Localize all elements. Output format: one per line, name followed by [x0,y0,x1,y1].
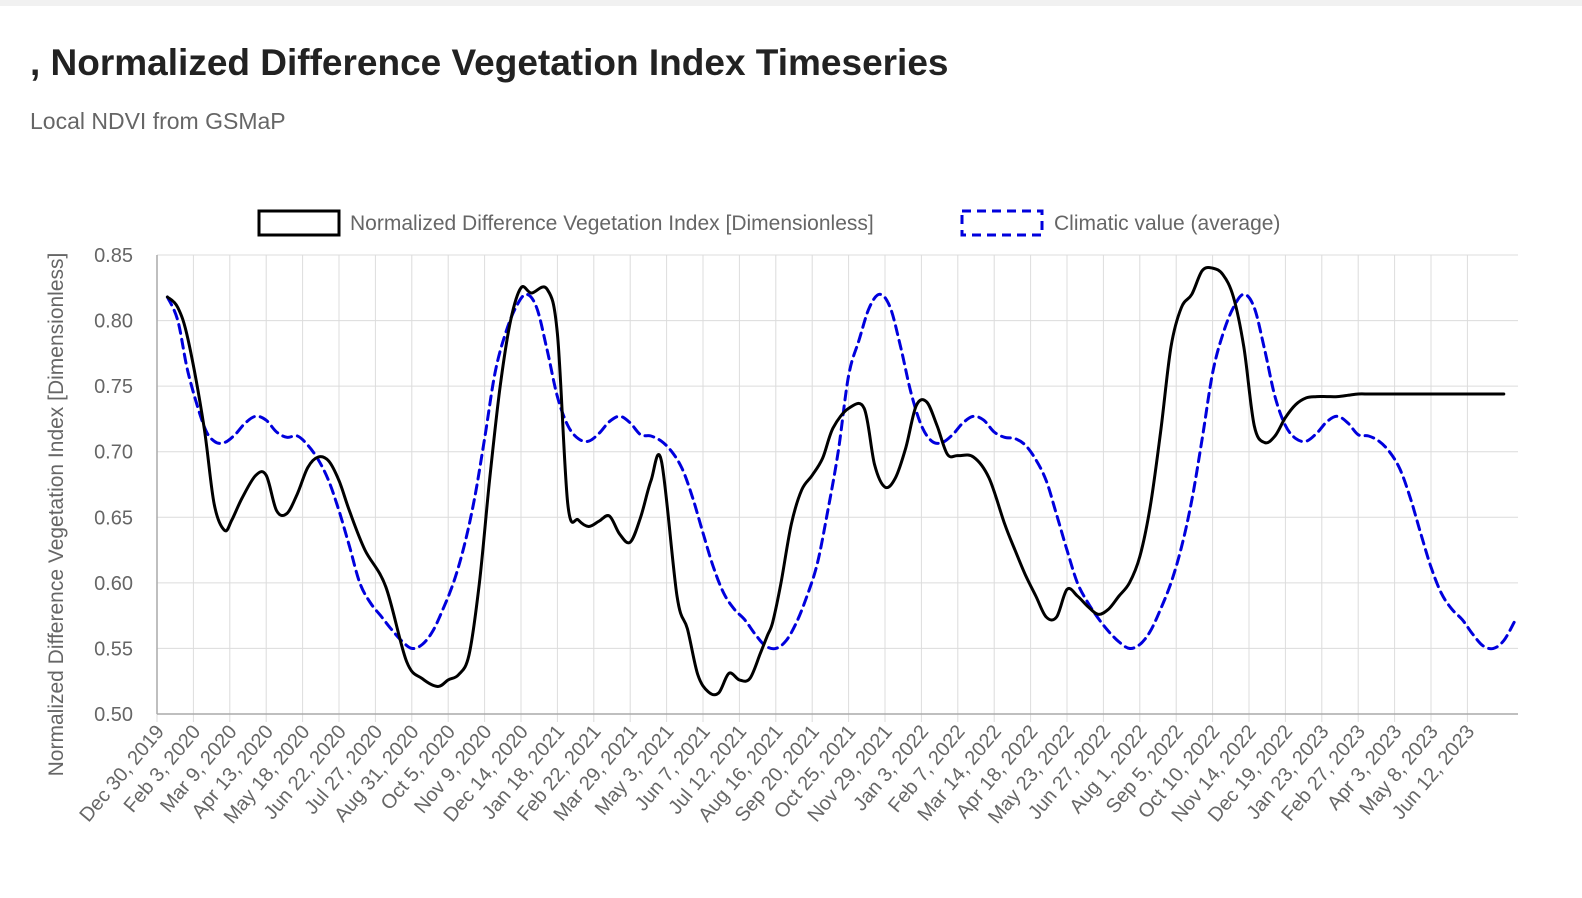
y-tick-label: 0.50 [94,704,133,726]
y-axis-title: Normalized Difference Vegetation Index [… [45,253,68,777]
legend-label-climatic[interactable]: Climatic value (average) [1054,212,1280,235]
y-tick-label: 0.85 [94,245,133,267]
legend: Normalized Difference Vegetation Index [… [257,209,1280,237]
chart-title: , Normalized Difference Vegetation Index… [30,42,949,83]
ndvi-line[interactable] [165,266,1506,697]
y-tick-label: 0.65 [94,507,133,529]
y-tick-label: 0.70 [94,442,133,464]
grid-layer [156,254,1518,722]
y-tick-label: 0.80 [94,311,133,333]
y-tick-label: 0.75 [94,376,133,398]
legend-label-ndvi[interactable]: Normalized Difference Vegetation Index [… [350,212,874,235]
chart-subtitle: Local NDVI from GSMaP [30,108,286,134]
top-border [0,0,1582,6]
series-layer [165,266,1516,697]
legend-swatch-climatic[interactable] [960,209,1044,237]
legend-swatch-ndvi[interactable] [257,209,341,237]
y-tick-label: 0.60 [94,573,133,595]
climatic-line[interactable] [165,292,1516,651]
y-tick-label: 0.55 [94,638,133,660]
